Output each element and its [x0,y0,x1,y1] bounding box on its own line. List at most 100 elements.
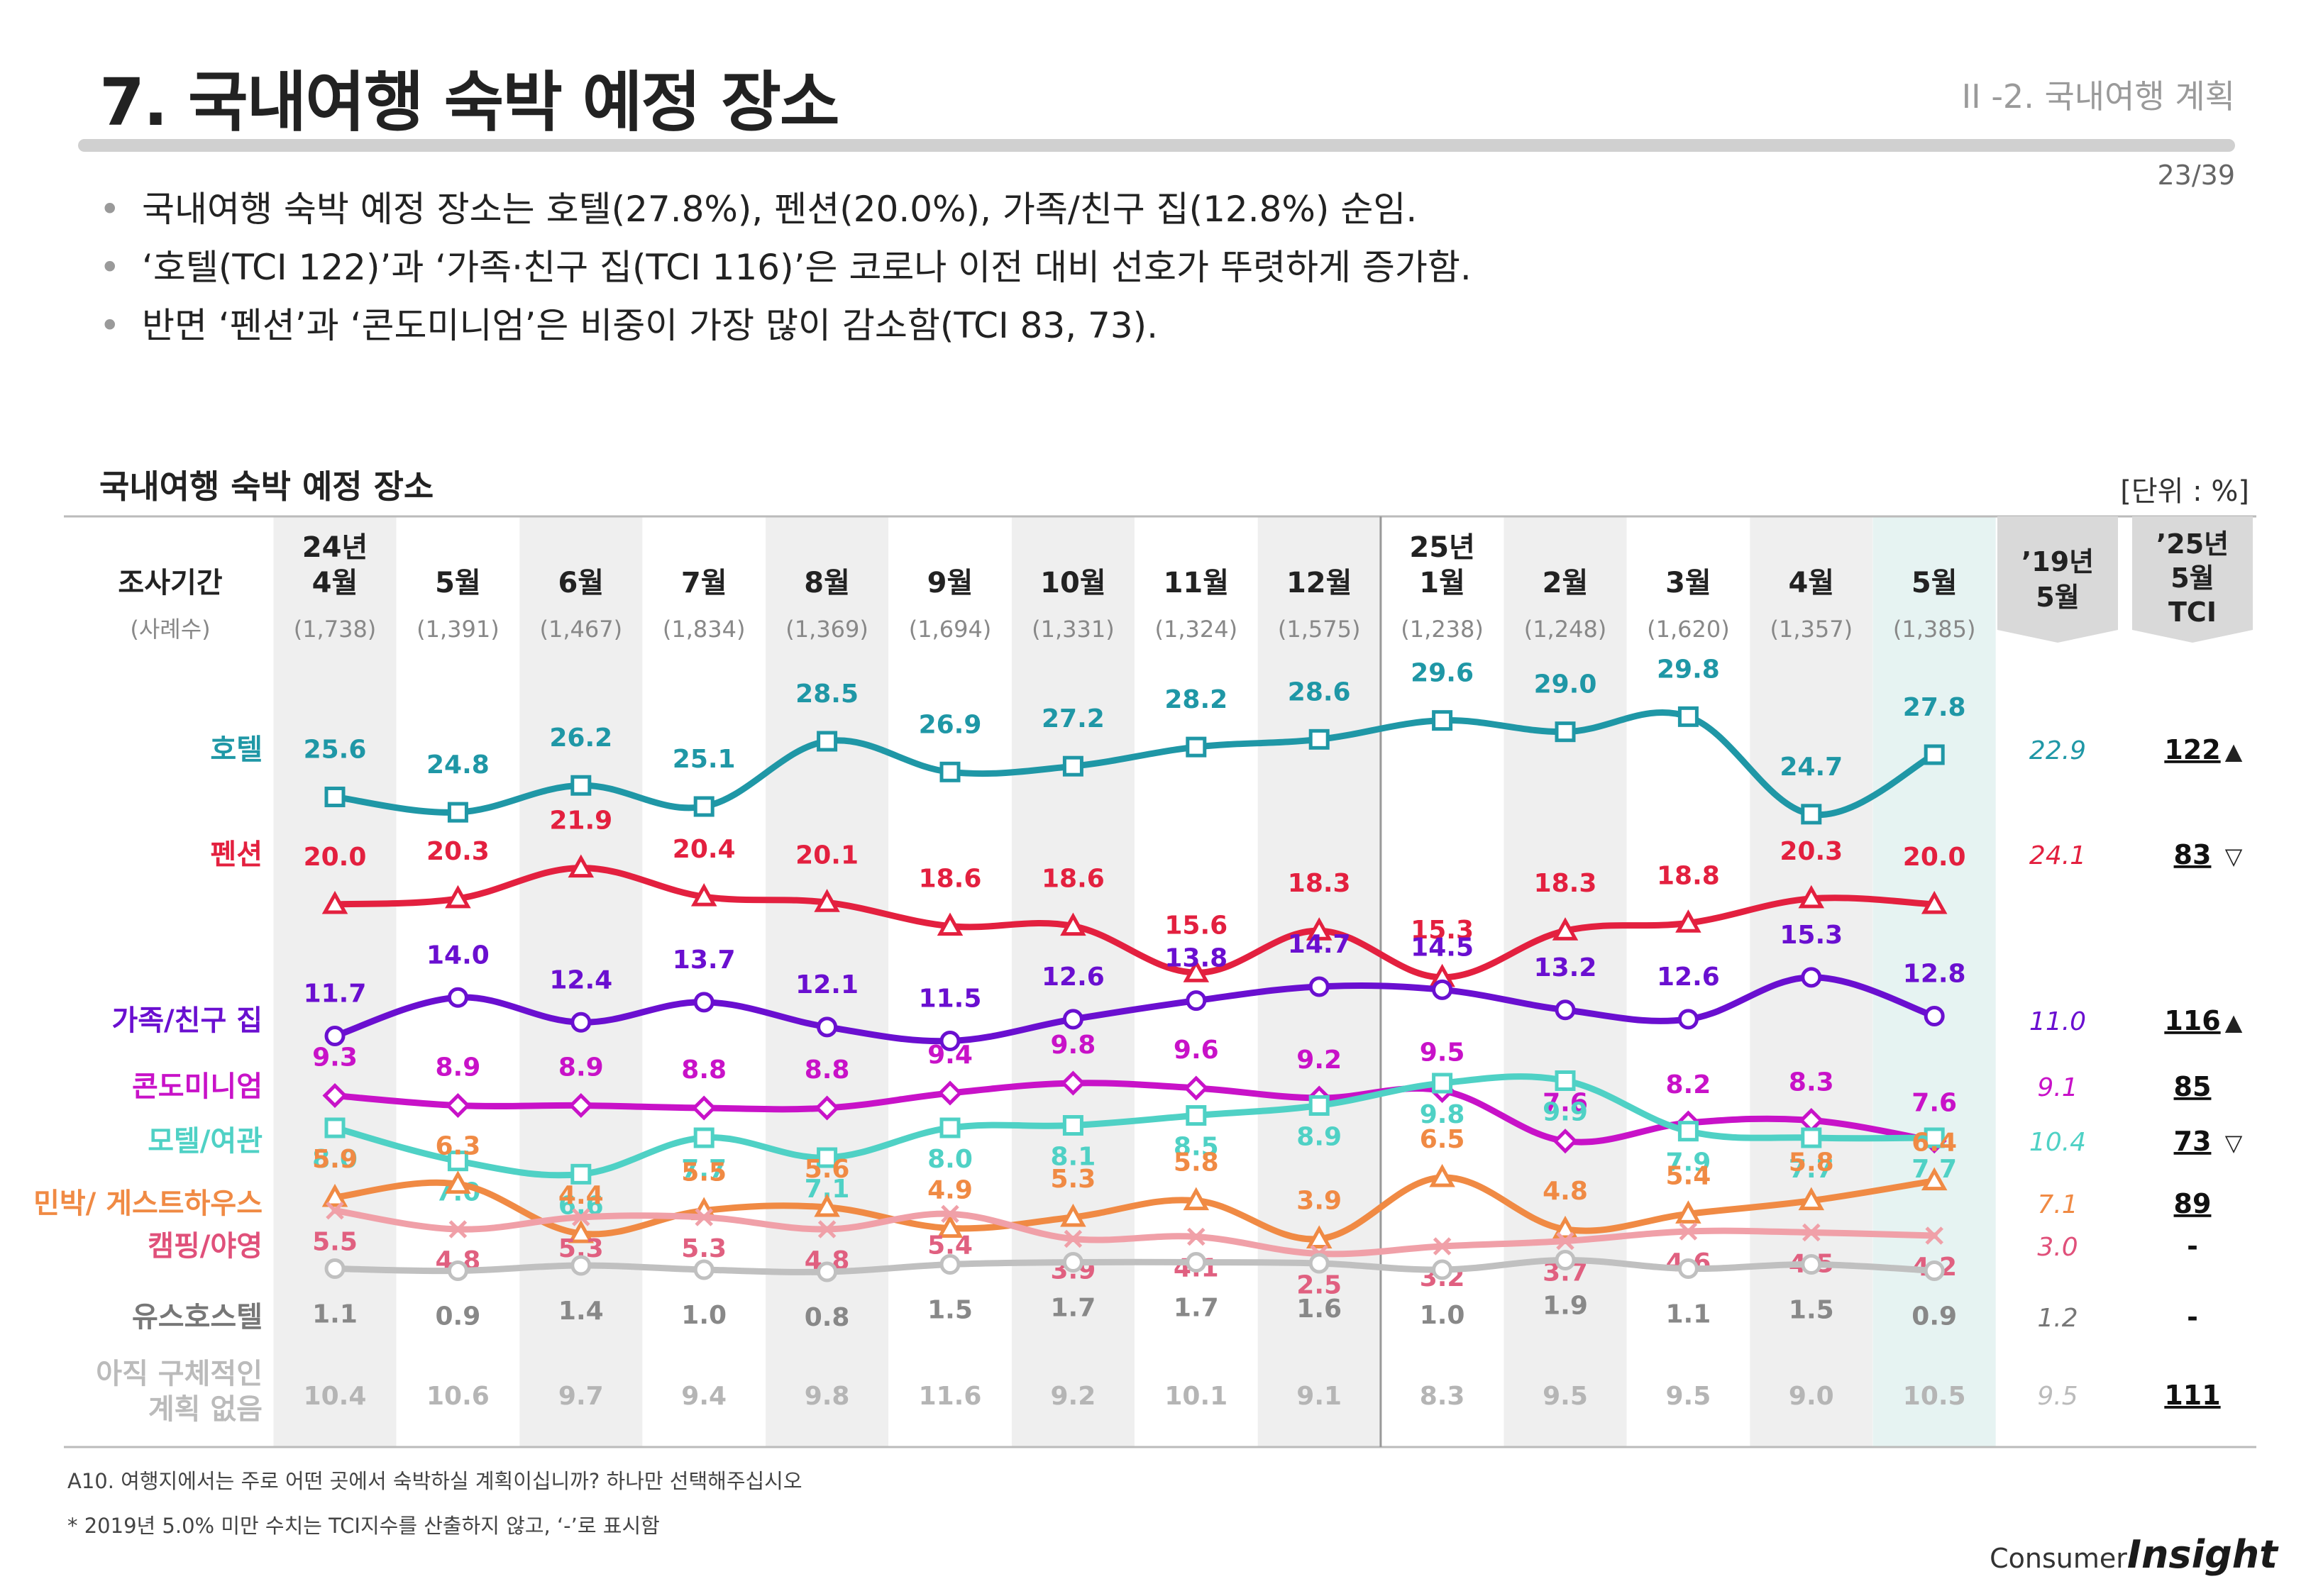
data-label: 4.4 [558,1181,604,1210]
ref-value: 24.1 [2029,841,2086,870]
ref-value: 9.1 [2037,1073,2078,1102]
no-plan-value: 10.5 [1903,1382,1966,1411]
data-point [1432,1073,1453,1094]
sample-count: (1,467) [540,616,623,643]
data-point [817,1147,838,1168]
no-plan-value: 9.4 [681,1382,727,1411]
column-band [519,516,643,1447]
data-label: 1.0 [681,1301,727,1330]
data-label: 7.6 [1911,1089,1957,1118]
series-name: 펜션 [210,838,263,871]
no-plan-value: 9.5 [1666,1382,1711,1411]
category-label: 11월 [1164,567,1229,599]
sample-count: (1,738) [294,616,377,643]
data-label: 2.5 [1296,1271,1342,1300]
data-point [937,1214,964,1238]
tci-header-text: 5월 [2170,563,2214,594]
data-point [448,1220,468,1238]
bullet-dot-icon: • [99,305,121,346]
data-point [1924,1260,1945,1281]
category-label: 9월 [927,567,973,599]
tci-value: - [2187,1302,2198,1333]
ref-value: 3.0 [2037,1233,2078,1262]
data-point [1308,728,1330,750]
data-point [941,1204,959,1224]
data-point [1677,1121,1699,1142]
data-point [322,1082,348,1109]
bullet-item: • ‘호텔(TCI 122)’과 ‘가족·친구 집(TCI 116)’은 코로나 … [99,247,1472,288]
footnote-tci: * 2019년 5.0% 미만 수치는 TCI지수를 산출하지 않고, ‘-’로… [67,1514,660,1538]
data-point [1308,1253,1330,1274]
data-label: 0.9 [436,1302,481,1331]
data-label: 14.7 [1288,930,1351,959]
data-point [1184,1075,1209,1101]
series-line [331,1174,1938,1243]
data-label: 5.8 [1174,1148,1219,1177]
ref-value: 22.9 [2029,736,2086,765]
data-label: 5.8 [1789,1148,1834,1177]
data-label: 7.6 [1543,1089,1588,1118]
data-label: 9.4 [927,1041,973,1070]
no-plan-value: 9.1 [1296,1382,1342,1411]
data-point [445,1170,471,1194]
data-label: 18.8 [1657,861,1720,890]
sample-count: (1,331) [1032,616,1115,643]
ref-value: 10.4 [2029,1128,2086,1157]
series-name: 콘도미니엄 [132,1070,263,1103]
category-label: 10월 [1040,567,1105,599]
sample-count: (1,324) [1155,616,1238,643]
data-label: 9.8 [1420,1100,1465,1129]
ref-header-text: ’19년 [2021,546,2094,577]
data-point [1187,1227,1206,1246]
data-label: 8.3 [1789,1068,1834,1097]
series-name: 유스호스텔 [132,1301,263,1334]
tci-value: 122 [2164,734,2220,765]
ref-header-text: 5월 [2036,582,2079,613]
data-point [1183,959,1210,982]
data-point [572,1208,590,1226]
series-line [331,1207,1938,1258]
data-label: 9.9 [1543,1098,1588,1127]
data-label: 12.6 [1042,963,1105,992]
data-label: 12.8 [1903,960,1966,989]
unit-label: [단위 : %] [2120,475,2249,508]
data-point [1308,976,1330,997]
data-point [1552,917,1579,941]
data-label: 13.2 [1534,953,1597,982]
data-label: 15.3 [1411,916,1474,945]
data-label: 1.9 [1543,1292,1588,1321]
data-label: 12.1 [795,970,859,999]
data-label: 12.6 [1657,963,1720,992]
data-label: 1.5 [927,1296,973,1325]
column-band [1504,516,1627,1447]
data-label: 9.6 [1174,1036,1219,1065]
data-point [1801,804,1822,825]
data-point [447,1151,468,1172]
category-label: 5월 [435,567,481,599]
data-point [447,987,468,1008]
column-band [273,516,397,1447]
category-label: 12월 [1286,567,1352,599]
data-point [445,885,471,909]
data-label: 11.7 [304,980,367,1009]
data-label: 15.3 [1780,921,1843,950]
data-point [1924,1006,1945,1026]
data-point [1556,1231,1574,1251]
data-point [326,1201,344,1220]
data-label: 1.7 [1051,1294,1096,1323]
data-point [939,1117,961,1138]
category-year-label: 25년 [1409,531,1474,564]
data-label: 29.8 [1657,655,1720,684]
data-point [937,912,964,936]
category-label: 4월 [312,567,358,599]
no-plan-value: 9.7 [558,1382,604,1411]
tci-value: 89 [2174,1188,2212,1219]
data-point [817,1220,837,1238]
data-label: 12.4 [549,965,612,994]
series-name: 계획 없음 [148,1393,263,1426]
tci-header-text: ’25년 [2156,528,2229,560]
data-point [1062,755,1083,777]
data-label: 9.8 [1051,1031,1096,1060]
data-point [815,1095,840,1121]
no-plan-value: 8.3 [1420,1382,1465,1411]
